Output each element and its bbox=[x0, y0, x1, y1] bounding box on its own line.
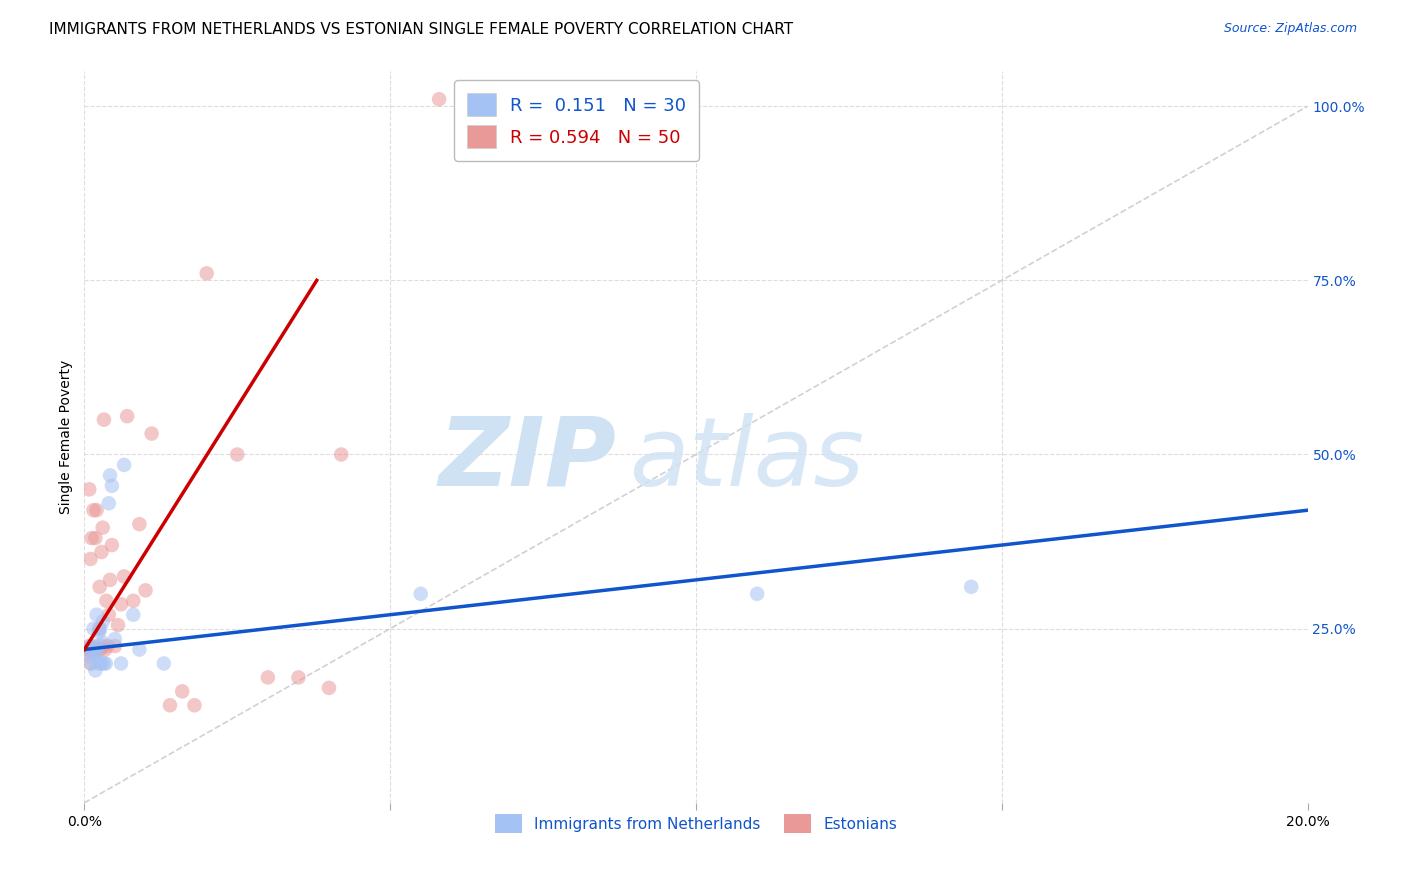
Point bbox=[98, 573, 121, 587]
Text: atlas: atlas bbox=[628, 412, 863, 506]
Point bbox=[409, 587, 432, 601]
Point bbox=[91, 521, 114, 535]
Point bbox=[427, 92, 450, 106]
Point bbox=[107, 618, 129, 632]
Y-axis label: Single Female Poverty: Single Female Poverty bbox=[59, 360, 73, 514]
Point bbox=[183, 698, 205, 713]
Point bbox=[84, 642, 107, 657]
Point bbox=[89, 580, 111, 594]
Point bbox=[122, 594, 145, 608]
Point bbox=[89, 657, 111, 671]
Point bbox=[77, 483, 100, 497]
Text: ZIP: ZIP bbox=[439, 412, 616, 506]
Point bbox=[82, 642, 104, 657]
Point bbox=[91, 639, 114, 653]
Point bbox=[87, 642, 110, 657]
Point bbox=[747, 587, 769, 601]
Point bbox=[82, 639, 104, 653]
Point bbox=[153, 657, 176, 671]
Point bbox=[93, 657, 115, 671]
Point bbox=[79, 552, 101, 566]
Point bbox=[91, 635, 114, 649]
Point bbox=[110, 657, 132, 671]
Point bbox=[90, 657, 112, 671]
Point bbox=[112, 569, 135, 583]
Point bbox=[77, 649, 100, 664]
Point bbox=[77, 642, 100, 657]
Point bbox=[96, 594, 118, 608]
Point bbox=[83, 622, 105, 636]
Point bbox=[89, 622, 111, 636]
Point bbox=[86, 646, 108, 660]
Point bbox=[257, 670, 280, 684]
Point bbox=[90, 545, 112, 559]
Point bbox=[195, 266, 218, 280]
Point bbox=[97, 607, 120, 622]
Point bbox=[112, 458, 135, 472]
Point bbox=[128, 642, 150, 657]
Point bbox=[89, 642, 111, 657]
Point bbox=[101, 538, 124, 552]
Point bbox=[172, 684, 194, 698]
Point bbox=[97, 496, 120, 510]
Point bbox=[84, 531, 107, 545]
Point bbox=[115, 409, 138, 424]
Point bbox=[86, 642, 108, 657]
Point bbox=[318, 681, 340, 695]
Point bbox=[82, 642, 104, 657]
Point bbox=[87, 625, 110, 640]
Point bbox=[91, 615, 114, 629]
Point bbox=[84, 664, 107, 678]
Point bbox=[104, 632, 127, 646]
Point bbox=[135, 583, 157, 598]
Point bbox=[86, 503, 108, 517]
Point bbox=[960, 580, 983, 594]
Point bbox=[110, 597, 132, 611]
Point bbox=[87, 639, 110, 653]
Point bbox=[159, 698, 181, 713]
Legend: Immigrants from Netherlands, Estonians: Immigrants from Netherlands, Estonians bbox=[488, 808, 904, 839]
Point bbox=[101, 479, 124, 493]
Point bbox=[330, 448, 353, 462]
Point bbox=[87, 622, 110, 636]
Point bbox=[83, 646, 105, 660]
Point bbox=[94, 642, 117, 657]
Point bbox=[83, 642, 105, 657]
Point bbox=[104, 639, 127, 653]
Point bbox=[83, 503, 105, 517]
Point bbox=[93, 412, 115, 426]
Point bbox=[98, 468, 121, 483]
Point bbox=[80, 531, 103, 545]
Point bbox=[80, 657, 103, 671]
Point bbox=[122, 607, 145, 622]
Text: Source: ZipAtlas.com: Source: ZipAtlas.com bbox=[1223, 22, 1357, 36]
Point bbox=[287, 670, 309, 684]
Point bbox=[86, 607, 108, 622]
Point bbox=[83, 642, 105, 657]
Point bbox=[128, 517, 150, 532]
Point bbox=[94, 657, 117, 671]
Point bbox=[141, 426, 163, 441]
Point bbox=[97, 639, 120, 653]
Point bbox=[79, 642, 101, 657]
Text: IMMIGRANTS FROM NETHERLANDS VS ESTONIAN SINGLE FEMALE POVERTY CORRELATION CHART: IMMIGRANTS FROM NETHERLANDS VS ESTONIAN … bbox=[49, 22, 793, 37]
Point bbox=[79, 657, 101, 671]
Point bbox=[77, 639, 100, 653]
Point bbox=[76, 646, 98, 660]
Point bbox=[79, 639, 101, 653]
Point bbox=[226, 448, 249, 462]
